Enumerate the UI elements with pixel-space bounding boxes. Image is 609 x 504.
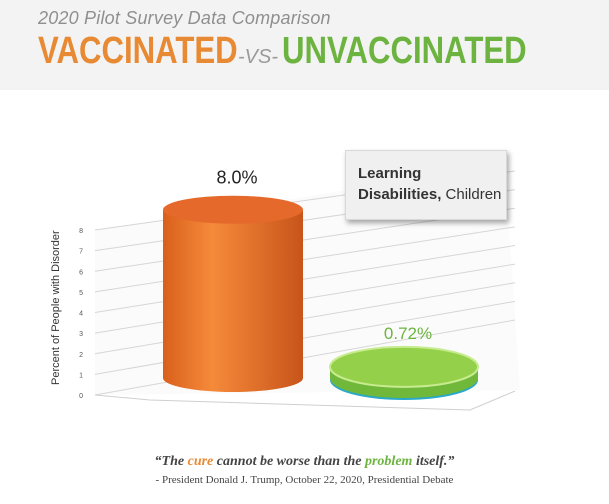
- title-unvaccinated: UNVACCINATED: [282, 30, 527, 72]
- y-tick-label: 5: [79, 290, 83, 297]
- value-label-unvaccinated: 0.72%: [384, 324, 432, 343]
- title-vs: -VS-: [238, 46, 278, 68]
- y-tick-label: 2: [79, 352, 83, 359]
- bar-body: [163, 209, 303, 392]
- page-title: VACCINATED -VS- UNVACCINATED: [38, 30, 580, 73]
- legend-line2-bold: Disabilities,: [358, 186, 442, 203]
- bar-top: [163, 195, 303, 224]
- quote-cure: cure: [187, 454, 214, 469]
- y-tick-labels: 0 1 2 3 4 5 6 7 8: [79, 228, 83, 400]
- legend-text: Learning Disabilities, Children: [358, 163, 501, 205]
- page-subtitle: 2020 Pilot Survey Data Comparison: [38, 8, 331, 28]
- quote-open: “The: [154, 454, 188, 469]
- bar-top: [329, 345, 479, 388]
- grid-line: [94, 319, 516, 396]
- legend-line2-rest: Children: [441, 186, 502, 203]
- y-axis-label: Percent of People with Disorder: [50, 230, 62, 385]
- y-tick-label: 1: [79, 372, 83, 379]
- y-tick-label: 0: [79, 393, 83, 400]
- quote: “The cure cannot be worse than the probl…: [0, 454, 609, 470]
- legend-line1: Learning: [358, 165, 422, 182]
- chart-floor: [94, 390, 516, 411]
- chart-canvas: 0 1 2 3 4 5 6 7 8 8.0% 0.72%: [79, 167, 516, 411]
- quote-close: itself.”: [412, 454, 455, 469]
- chart-bars: [163, 195, 479, 400]
- value-labels: 8.0% 0.72%: [216, 168, 432, 343]
- y-tick-label: 4: [79, 311, 83, 318]
- y-tick-label: 6: [79, 269, 83, 276]
- chart-legend-box: Learning Disabilities, Children: [345, 150, 507, 220]
- header-banner: 2020 Pilot Survey Data Comparison VACCIN…: [0, 0, 609, 90]
- y-tick-label: 8: [79, 228, 83, 235]
- quote-middle: cannot be worse than the: [213, 454, 365, 469]
- quote-problem: problem: [364, 454, 413, 469]
- value-label-vaccinated: 8.0%: [216, 168, 257, 188]
- y-tick-label: 7: [79, 249, 83, 256]
- quote-attribution: - President Donald J. Trump, October 22,…: [155, 474, 454, 486]
- bar-unvaccinated: [329, 345, 479, 400]
- y-tick-label: 3: [79, 331, 83, 338]
- bar-vaccinated: [163, 195, 303, 392]
